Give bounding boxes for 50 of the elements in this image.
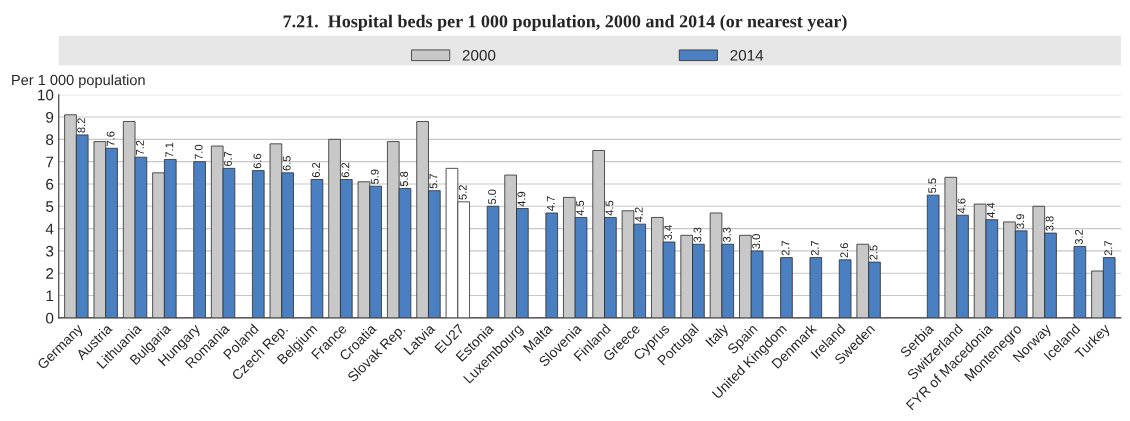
y-axis-title: Per 1 000 population (12, 74, 145, 89)
data-label: 6.5 (282, 156, 291, 171)
y-tick-label: 10 (38, 89, 54, 101)
data-label: 4.9 (517, 191, 526, 207)
chart-title: 7.21. Hospital beds per 1 000 population, 2000 and 2014 (or nearest year) (283, 14, 847, 32)
data-label: 4.6 (957, 198, 966, 214)
data-label: 2.7 (781, 240, 790, 256)
data-label: 3.0 (752, 234, 761, 249)
y-tick-label: 5 (46, 201, 54, 212)
data-label: 7.2 (136, 140, 144, 155)
data-label: 4.2 (634, 207, 643, 223)
data-label: 2.7 (1104, 240, 1113, 256)
data-label: 4.5 (605, 200, 614, 216)
data-label: 3.3 (722, 227, 731, 243)
y-tick-label: 1 (46, 290, 54, 302)
data-label: 3.2 (1074, 229, 1083, 245)
data-label: 3.4 (664, 225, 673, 240)
data-label: 6.2 (341, 162, 350, 178)
data-label: 3.9 (1016, 214, 1025, 229)
data-label: 2.6 (840, 243, 849, 258)
data-label: 2.5 (869, 245, 878, 260)
y-tick-label: 2 (46, 268, 54, 279)
data-label: 5.8 (400, 171, 408, 187)
data-label: 6.6 (253, 153, 262, 169)
data-label: 3.3 (693, 227, 702, 243)
y-tick-label: 9 (46, 111, 54, 123)
legend-label: 2014 (730, 49, 764, 61)
data-label: 7.6 (106, 131, 115, 146)
y-tick-label: 6 (46, 178, 54, 190)
data-label: 6.7 (224, 151, 232, 167)
data-label: 4.5 (576, 200, 585, 216)
data-label: 5.9 (370, 169, 379, 184)
y-tick-label: 8 (46, 134, 54, 146)
data-label: 5.7 (429, 174, 438, 189)
data-label: 5.2 (458, 185, 467, 200)
y-tick-label: 0 (46, 312, 54, 324)
data-label: 5.0 (488, 189, 497, 205)
data-label: 8.2 (77, 118, 86, 133)
legend-label: 2000 (462, 49, 496, 61)
y-tick-label: 7 (46, 156, 54, 168)
y-tick-label: 4 (45, 223, 54, 235)
data-label: 5.5 (928, 178, 937, 193)
data-label: 4.4 (987, 202, 995, 218)
data-label: 7.0 (194, 144, 203, 160)
data-label: 3.8 (1045, 216, 1054, 231)
data-label: 6.2 (312, 162, 320, 178)
data-label: 4.7 (546, 196, 555, 211)
data-label: 2.7 (810, 240, 819, 256)
data-label: 7.1 (165, 142, 174, 158)
y-tick-label: 3 (45, 245, 54, 257)
